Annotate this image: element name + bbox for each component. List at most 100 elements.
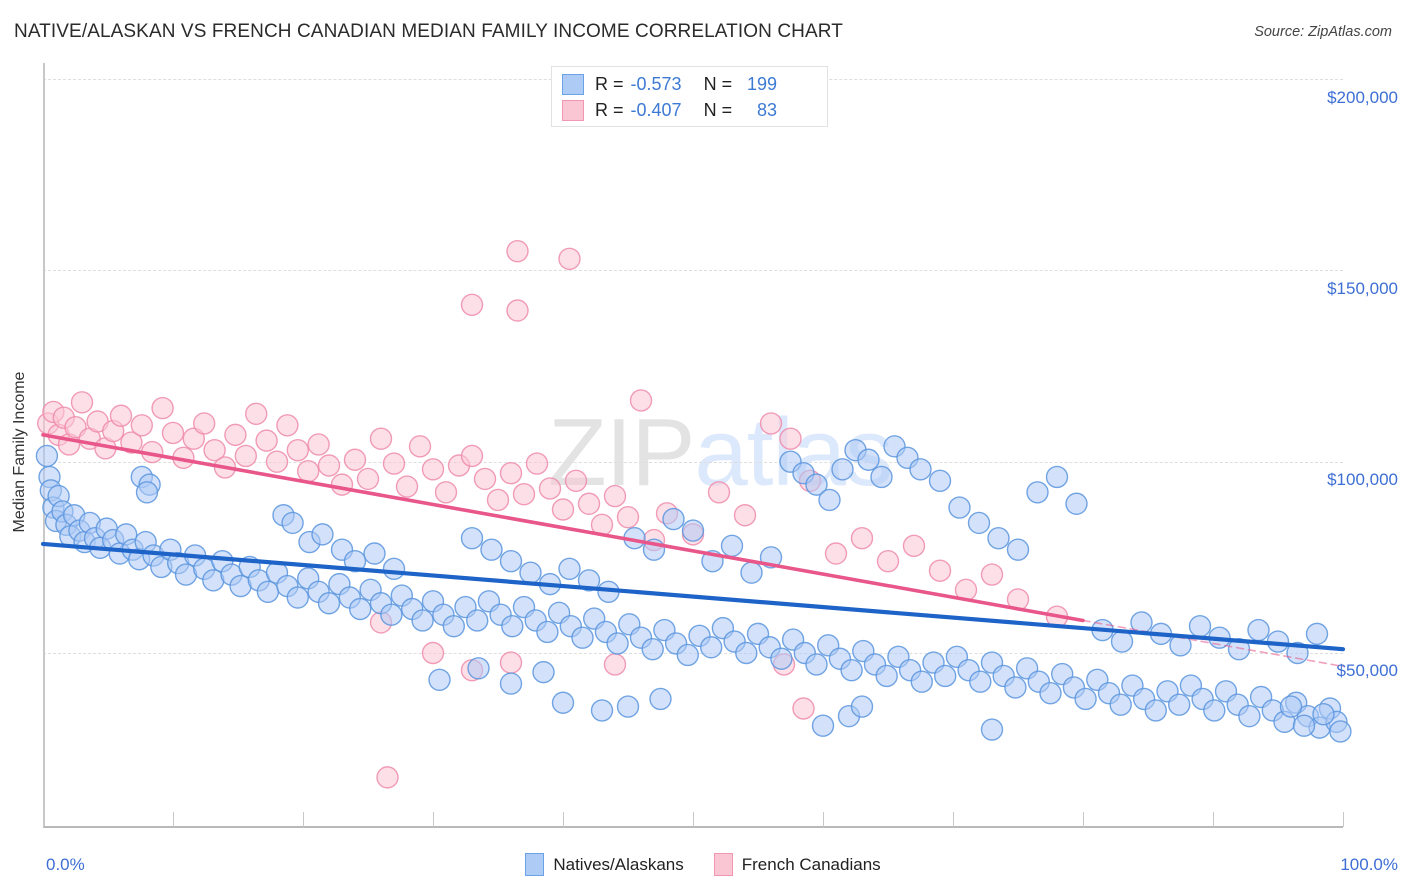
correlation-swatch-pink bbox=[562, 99, 584, 121]
data-point bbox=[297, 460, 320, 483]
data-point bbox=[276, 414, 299, 437]
data-point bbox=[363, 542, 386, 565]
data-point bbox=[779, 427, 802, 450]
data-point bbox=[811, 714, 835, 737]
data-point bbox=[460, 293, 484, 316]
data-point bbox=[603, 653, 627, 676]
data-point bbox=[1110, 630, 1134, 653]
x-tick-100 bbox=[1343, 812, 1344, 827]
data-point bbox=[538, 477, 562, 500]
data-point bbox=[460, 527, 484, 550]
data-point bbox=[1203, 699, 1226, 722]
data-point bbox=[330, 473, 354, 496]
x-tick-label-min: 0.0% bbox=[46, 855, 85, 874]
data-point bbox=[395, 475, 419, 498]
data-point bbox=[286, 438, 309, 462]
data-point bbox=[590, 699, 614, 722]
gridline-150000 bbox=[43, 270, 1343, 271]
data-point bbox=[577, 492, 601, 515]
trendline-french-canadians bbox=[41, 433, 1085, 623]
source-label: Source: ZipAtlas.com bbox=[1254, 24, 1392, 40]
data-point bbox=[499, 549, 523, 573]
data-point bbox=[203, 438, 226, 462]
data-point bbox=[733, 504, 757, 527]
data-point bbox=[1004, 676, 1027, 699]
data-point bbox=[317, 454, 341, 477]
data-point bbox=[499, 672, 523, 695]
legend-item-french-canadians[interactable]: French Canadians bbox=[713, 853, 881, 876]
x-tick-70 bbox=[953, 812, 954, 827]
x-tick-90 bbox=[1213, 812, 1214, 827]
data-point bbox=[902, 534, 926, 558]
data-point bbox=[428, 668, 451, 691]
data-point bbox=[870, 465, 893, 489]
data-point bbox=[735, 641, 758, 665]
data-point bbox=[486, 488, 510, 512]
x-tick-50 bbox=[693, 812, 694, 827]
data-point bbox=[1305, 622, 1329, 646]
data-point bbox=[662, 507, 685, 531]
data-point bbox=[1292, 714, 1316, 737]
data-point bbox=[1065, 492, 1088, 515]
x-tick-0 bbox=[43, 812, 44, 827]
x-tick-30 bbox=[433, 812, 434, 827]
data-point bbox=[928, 469, 952, 492]
correlation-r-value-pink: -0.407 bbox=[630, 99, 682, 120]
data-point bbox=[805, 653, 828, 676]
data-point bbox=[265, 450, 289, 473]
data-point bbox=[1279, 695, 1303, 718]
data-point bbox=[770, 647, 793, 670]
data-point bbox=[980, 718, 1004, 741]
data-point bbox=[987, 527, 1010, 550]
data-point bbox=[120, 431, 143, 454]
data-point bbox=[564, 469, 588, 492]
data-point bbox=[256, 580, 280, 603]
data-point bbox=[616, 505, 640, 529]
x-tick-label-max: 100.0% bbox=[1340, 855, 1398, 874]
data-point bbox=[281, 511, 304, 535]
data-point bbox=[1238, 704, 1261, 728]
data-point bbox=[824, 542, 848, 565]
data-point bbox=[519, 561, 542, 584]
correlation-r-label-pink: R = bbox=[595, 99, 624, 120]
data-point bbox=[234, 444, 258, 468]
data-point bbox=[434, 481, 458, 504]
x-axis-line bbox=[43, 826, 1343, 828]
y-tick-label-200000: $200,000 bbox=[1327, 88, 1398, 107]
data-point bbox=[421, 458, 445, 481]
correlation-row-blue: R = -0.573 N = 199 bbox=[562, 71, 777, 97]
data-point bbox=[466, 609, 489, 632]
data-point bbox=[501, 615, 524, 638]
legend-label-french-canadians: French Canadians bbox=[741, 854, 881, 874]
data-point bbox=[700, 636, 723, 659]
data-point bbox=[442, 615, 465, 638]
data-point bbox=[876, 549, 900, 573]
data-point bbox=[805, 473, 828, 496]
data-point bbox=[1247, 618, 1270, 642]
data-point bbox=[536, 620, 559, 644]
legend-item-natives-alaskans[interactable]: Natives/Alaskans bbox=[525, 853, 684, 876]
data-point bbox=[969, 670, 992, 693]
data-point bbox=[245, 402, 268, 426]
y-tick-label-50000: $50,000 bbox=[1336, 661, 1398, 680]
data-point bbox=[558, 247, 581, 271]
data-point bbox=[558, 557, 581, 581]
data-point bbox=[1109, 693, 1132, 716]
data-point bbox=[408, 435, 432, 458]
data-point bbox=[606, 632, 629, 655]
data-point bbox=[740, 561, 763, 584]
data-point bbox=[382, 452, 406, 475]
data-point bbox=[224, 423, 247, 447]
data-point bbox=[909, 458, 932, 481]
data-point bbox=[499, 461, 523, 485]
correlation-r-label-blue: R = bbox=[595, 73, 624, 94]
x-tick-20 bbox=[303, 812, 304, 827]
correlation-n-value-pink: 83 bbox=[757, 99, 778, 120]
data-point bbox=[910, 670, 933, 693]
data-point bbox=[192, 412, 216, 435]
data-point bbox=[1074, 687, 1097, 711]
data-point bbox=[467, 657, 490, 680]
data-point bbox=[473, 467, 497, 491]
data-point bbox=[571, 626, 594, 649]
